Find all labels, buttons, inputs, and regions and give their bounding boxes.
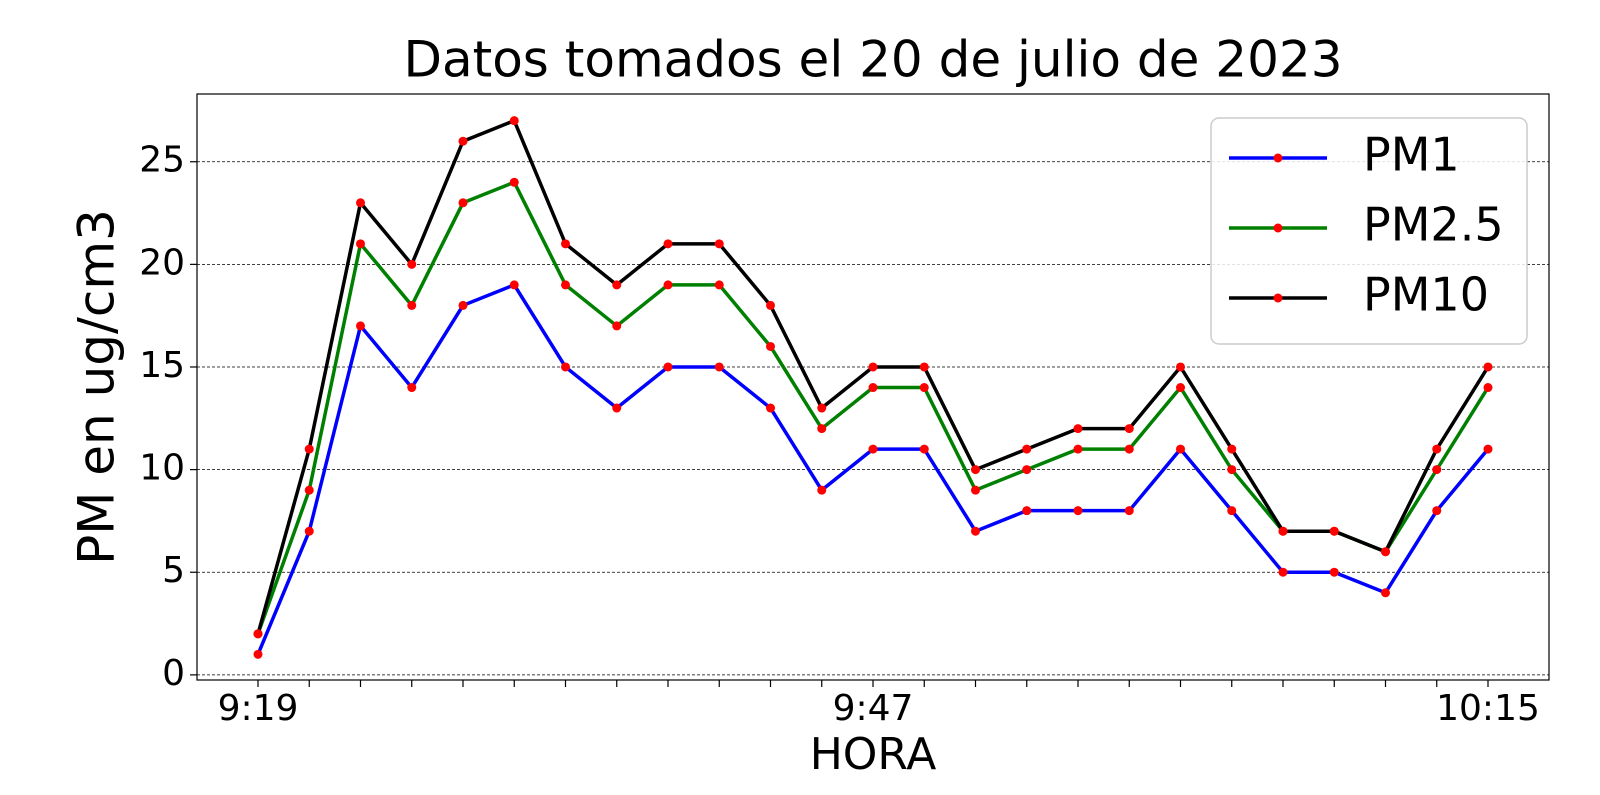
x-axis-label: HORA (810, 729, 937, 780)
plot-frame (196, 93, 1550, 681)
marker (663, 362, 673, 372)
marker (1381, 547, 1390, 557)
marker (561, 239, 570, 249)
chart-title: Datos tomados el 20 de julio de 2023 (403, 31, 1342, 89)
marker (1329, 567, 1339, 577)
marker (356, 198, 365, 208)
marker (1124, 424, 1134, 434)
legend-label: PM10 (1363, 268, 1489, 322)
legend: PM1 PM2.5 PM10 (1210, 117, 1528, 345)
marker (304, 526, 314, 536)
marker (1227, 506, 1237, 516)
marker (663, 280, 673, 290)
marker (304, 444, 314, 454)
y-tick-label: 25 (139, 140, 185, 181)
marker (1432, 465, 1442, 475)
marker (1124, 444, 1134, 454)
marker (868, 362, 878, 372)
marker (817, 485, 827, 495)
y-tick-label: 0 (162, 653, 185, 694)
marker (407, 259, 417, 269)
marker (1227, 444, 1237, 454)
marker (1227, 465, 1237, 475)
marker (1073, 506, 1083, 516)
marker (1483, 444, 1493, 454)
marker (1278, 567, 1288, 577)
marker (356, 321, 365, 331)
marker (1176, 362, 1185, 372)
marker (407, 300, 417, 310)
marker (509, 177, 519, 187)
y-tick-label: 5 (162, 550, 185, 591)
marker (1432, 444, 1442, 454)
marker (1483, 362, 1493, 372)
marker (868, 383, 878, 393)
x-tick-label: 9:47 (833, 688, 914, 729)
marker (1483, 383, 1493, 393)
marker (1381, 588, 1390, 598)
marker (1073, 444, 1083, 454)
marker (561, 280, 570, 290)
marker (509, 116, 519, 126)
marker (1176, 444, 1185, 454)
marker (458, 136, 468, 146)
y-axis-label: PM en ug/cm3 (68, 209, 126, 565)
marker (458, 300, 468, 310)
marker (356, 239, 365, 249)
y-tick-label: 10 (139, 448, 185, 489)
legend-marker (1273, 293, 1283, 303)
legend-label: PM2.5 (1363, 198, 1504, 252)
legend-box (1210, 117, 1528, 345)
marker (612, 403, 622, 413)
marker (971, 526, 980, 536)
legend-label: PM1 (1363, 128, 1460, 182)
marker (919, 444, 929, 454)
marker (1022, 506, 1032, 516)
marker (868, 444, 878, 454)
marker (817, 424, 827, 434)
marker (663, 239, 673, 249)
marker (1022, 444, 1032, 454)
marker (1073, 424, 1083, 434)
marker (714, 280, 724, 290)
marker (971, 485, 980, 495)
marker (612, 321, 622, 331)
x-tick-label: 10:15 (1436, 688, 1540, 729)
marker (817, 403, 827, 413)
legend-marker (1273, 223, 1283, 233)
marker (1329, 526, 1339, 536)
marker (458, 198, 468, 208)
marker (1176, 383, 1185, 393)
marker (253, 649, 263, 659)
marker (971, 465, 980, 475)
marker (766, 300, 775, 310)
legend-marker (1273, 153, 1283, 163)
y-tick-label: 20 (139, 242, 185, 283)
marker (1124, 506, 1134, 516)
marker (1022, 465, 1032, 475)
marker (304, 485, 314, 495)
y-tick-label: 15 (139, 345, 185, 386)
marker (714, 362, 724, 372)
marker (407, 383, 417, 393)
marker (612, 280, 622, 290)
marker (1278, 526, 1288, 536)
marker (919, 362, 929, 372)
marker (766, 341, 775, 351)
marker (1432, 506, 1442, 516)
marker (253, 629, 263, 639)
marker (714, 239, 724, 249)
x-tick-label: 9:19 (218, 688, 299, 729)
marker (766, 403, 775, 413)
marker (919, 383, 929, 393)
marker (509, 280, 519, 290)
marker (561, 362, 570, 372)
